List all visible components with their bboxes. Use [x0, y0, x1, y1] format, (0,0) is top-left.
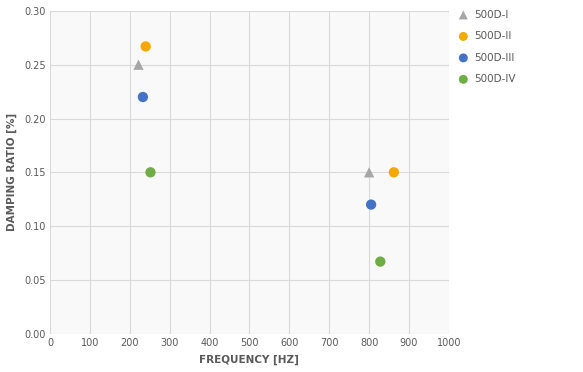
500D-I [134, 62, 143, 68]
500D-II [389, 169, 399, 175]
500D-IV [375, 259, 385, 264]
500D-I [364, 169, 374, 175]
X-axis label: FREQUENCY [HZ]: FREQUENCY [HZ] [199, 355, 299, 365]
500D-III [367, 202, 376, 208]
Y-axis label: DAMPING RATIO [%]: DAMPING RATIO [%] [7, 113, 17, 231]
500D-II [141, 44, 150, 49]
500D-IV [146, 169, 155, 175]
500D-III [138, 94, 147, 100]
Legend: 500D-I, 500D-II, 500D-III, 500D-IV: 500D-I, 500D-II, 500D-III, 500D-IV [458, 10, 515, 84]
